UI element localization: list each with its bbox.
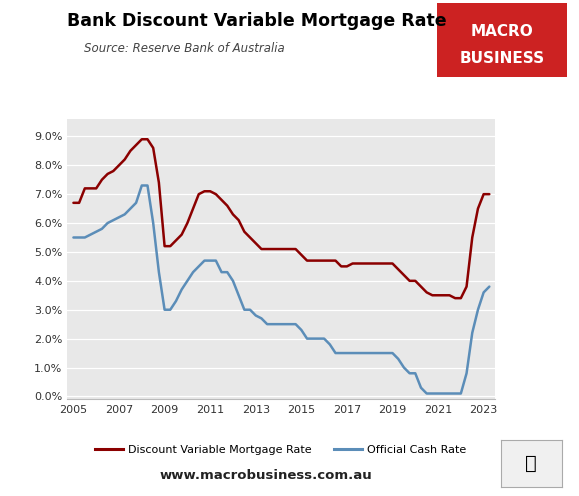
Legend: Discount Variable Mortgage Rate, Official Cash Rate: Discount Variable Mortgage Rate, Officia… [90, 440, 471, 460]
Text: www.macrobusiness.com.au: www.macrobusiness.com.au [160, 469, 373, 482]
Text: Bank Discount Variable Mortgage Rate: Bank Discount Variable Mortgage Rate [67, 12, 446, 30]
Text: BUSINESS: BUSINESS [460, 51, 545, 66]
Text: 🐺: 🐺 [525, 454, 537, 473]
Text: Source: Reserve Bank of Australia: Source: Reserve Bank of Australia [84, 42, 285, 55]
Text: MACRO: MACRO [471, 24, 534, 39]
